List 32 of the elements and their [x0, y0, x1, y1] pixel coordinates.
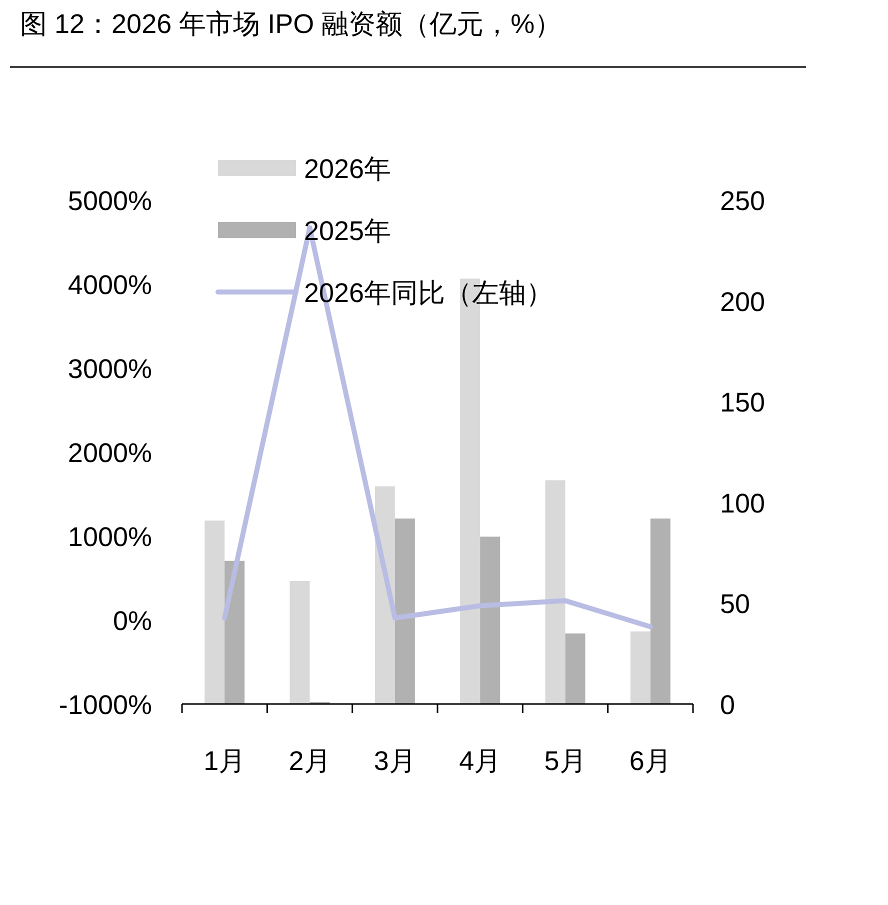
y-tick-label: 2000% — [68, 438, 152, 468]
y2-tick-label: 200 — [720, 286, 766, 317]
legend-label: 2026年同比（左轴） — [304, 278, 554, 308]
y-tick-label: -1000% — [58, 690, 152, 720]
x-tick-label: 5月 — [544, 746, 586, 776]
chart-title: 图 12：2026 年市场 IPO 融资额（亿元，%） — [20, 9, 562, 39]
x-tick-label: 1月 — [204, 746, 246, 776]
x-tick-label: 3月 — [374, 746, 416, 776]
y2-tick-label: 100 — [720, 488, 766, 518]
bar — [480, 536, 500, 704]
bar — [204, 520, 225, 704]
bar — [630, 631, 650, 704]
legend-label: 2025年 — [304, 216, 392, 246]
y-tick-label: 3000% — [68, 354, 152, 384]
bar — [545, 480, 566, 704]
y-tick-label: 5000% — [68, 186, 152, 216]
legend-label: 2026年 — [304, 154, 392, 184]
x-tick-label: 6月 — [629, 746, 672, 776]
x-tick-label: 4月 — [459, 746, 502, 776]
bar — [290, 581, 310, 704]
y2-tick-label: 150 — [720, 388, 766, 418]
bar — [565, 633, 586, 704]
y-tick-label: 0% — [112, 606, 152, 636]
y-tick-label: 1000% — [68, 522, 152, 552]
y2-tick-label: 0 — [720, 690, 736, 720]
bar — [224, 560, 245, 704]
bar — [650, 518, 670, 704]
y2-tick-label: 50 — [720, 589, 750, 620]
bar — [394, 518, 415, 704]
y2-tick-label: 250 — [720, 186, 766, 216]
y-tick-label: 4000% — [68, 270, 152, 300]
x-tick-label: 2月 — [288, 746, 331, 776]
